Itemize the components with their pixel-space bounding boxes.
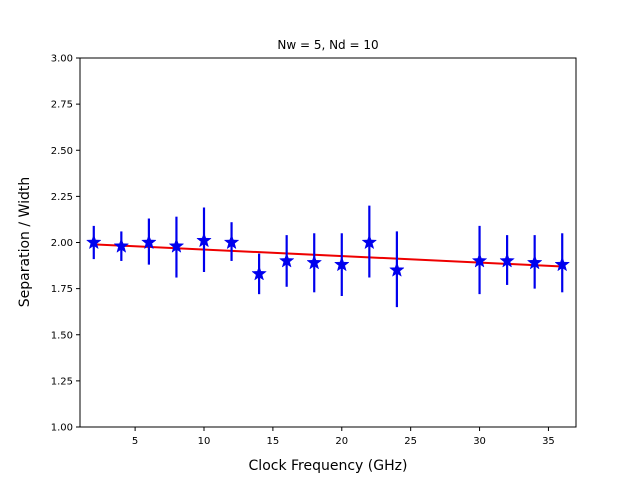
data-point (113, 237, 130, 253)
data-point (251, 265, 267, 281)
x-tick-label: 10 (198, 436, 211, 447)
x-tick-label: 30 (473, 436, 486, 447)
y-tick-label: 1.75 (51, 284, 73, 295)
x-tick-label: 35 (542, 436, 555, 447)
data-point (278, 252, 295, 268)
data-point (333, 256, 350, 272)
data-point (526, 254, 543, 270)
data-point (168, 237, 185, 253)
x-axis: 5 10 15 20 25 30 35 (132, 427, 555, 447)
x-tick-label: 20 (335, 436, 348, 447)
y-tick-label: 2.00 (51, 238, 73, 249)
data-point (554, 256, 571, 272)
x-tick-label: 15 (267, 436, 280, 447)
data-point (196, 232, 212, 248)
data-point (499, 252, 515, 268)
data-point (306, 254, 323, 270)
y-tick-label: 2.50 (51, 146, 73, 157)
x-tick-label: 5 (132, 436, 138, 447)
y-axis: 1.00 1.25 1.50 1.75 2.00 2.25 2.50 2.75 3.00 (51, 54, 80, 434)
data-point (361, 234, 378, 250)
plot-area (85, 205, 571, 308)
plot-frame (79, 57, 577, 428)
x-axis-label: Clock Frequency (GHz) (249, 458, 408, 474)
y-tick-label: 2.75 (51, 100, 73, 111)
data-point (141, 234, 157, 250)
y-tick-label: 1.00 (51, 423, 73, 434)
data-point (389, 261, 405, 277)
y-tick-label: 1.25 (51, 376, 73, 387)
chart-title: Nw = 5, Nd = 10 (277, 38, 378, 52)
y-axis-label: Separation / Width (17, 177, 33, 307)
data-point (471, 252, 488, 268)
y-tick-label: 1.50 (51, 330, 73, 341)
y-tick-label: 2.25 (51, 192, 73, 203)
data-point (223, 234, 240, 250)
x-tick-label: 25 (404, 436, 417, 447)
data-point (85, 234, 102, 250)
fit-line (93, 243, 563, 268)
y-tick-label: 3.00 (51, 54, 73, 65)
